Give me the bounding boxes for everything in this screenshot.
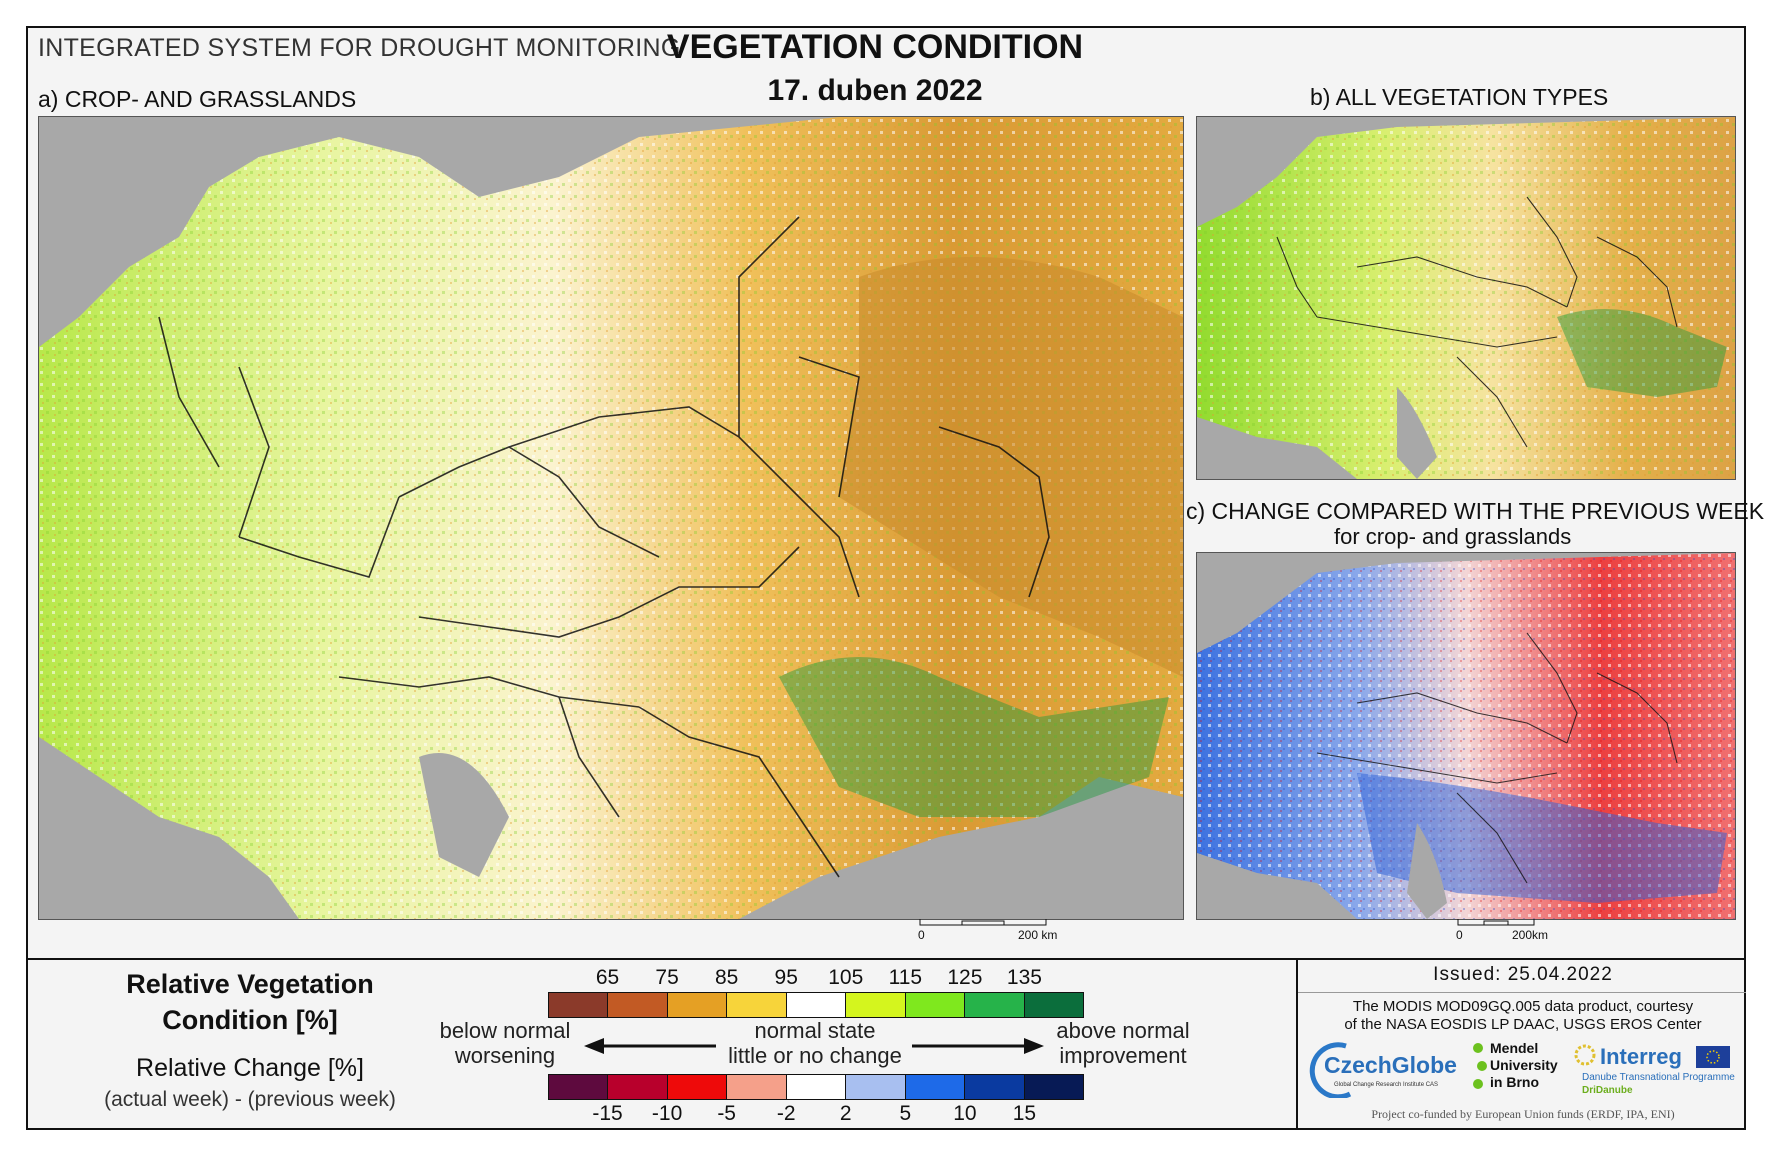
mendel-logo: Mendel University in Brno (1470, 1040, 1570, 1100)
legend-right-text: above normal improvement (1048, 1018, 1198, 1068)
info-separator (1298, 992, 1746, 993)
change-swatch (846, 1075, 906, 1099)
czechglobe-text: CzechGlobe (1324, 1052, 1457, 1078)
change-tick-label: -2 (776, 1102, 796, 1125)
rvc-title-line1: Relative Vegetation (126, 969, 374, 999)
change-tick-label: -5 (717, 1102, 736, 1125)
change-swatch (667, 1075, 728, 1099)
left-arrow-icon (584, 1038, 716, 1054)
interreg-star-icon (1574, 1044, 1596, 1066)
scalebar-a-end: 200 km (1018, 928, 1058, 942)
main-title: VEGETATION CONDITION (666, 28, 1084, 66)
map-weekly-change (1196, 552, 1736, 920)
panel-b-label: b) ALL VEGETATION TYPES (1310, 84, 1609, 110)
dridanube-text: DriDanube (1582, 1085, 1633, 1096)
map-a-svg (39, 117, 1183, 919)
mendel-text: Mendel University in Brno (1490, 1040, 1558, 1091)
map-b-svg (1197, 117, 1735, 479)
condition-tick-label: 65 (595, 966, 620, 989)
czechglobe-logo: CzechGlobe Global Change Research Instit… (1306, 1040, 1464, 1098)
map-all-vegetation (1196, 116, 1736, 480)
condition-tick-label: 75 (655, 966, 679, 989)
data-credit: The MODIS MOD09GQ.005 data product, cour… (1300, 998, 1746, 1034)
mendel-line-2: University (1490, 1057, 1558, 1073)
condition-tick-label: 135 (1006, 966, 1042, 989)
condition-swatch (1024, 993, 1083, 1017)
change-swatch (905, 1075, 966, 1099)
change-subtitle: (actual week) - (previous week) (104, 1088, 396, 1111)
legend-divider (1296, 958, 1298, 1130)
funding-note: Project co-funded by European Union fund… (1371, 1107, 1675, 1121)
legend-normal-state: normal state (754, 1018, 876, 1043)
scalebar-a-zero: 0 (918, 928, 925, 942)
change-swatch (727, 1075, 787, 1099)
rvc-title-line2: Condition [%] (162, 1005, 338, 1035)
interreg-text: Interreg (1600, 1044, 1682, 1069)
change-tick-label: 10 (953, 1102, 977, 1125)
change-title: Relative Change [%] (136, 1054, 364, 1082)
panel-c-label: c) CHANGE COMPARED WITH THE PREVIOUS WEE… (1186, 498, 1765, 524)
scalebar-b: 0 200km (1456, 918, 1548, 942)
condition-swatch (786, 993, 847, 1017)
condition-swatch (549, 993, 609, 1017)
change-tick-label: -10 (651, 1102, 683, 1125)
interreg-logo: Interreg Danube Transnational Programme … (1572, 1040, 1742, 1104)
scalebar-b-graphic (1457, 919, 1535, 926)
legend-worsening: worsening (454, 1043, 556, 1068)
mendel-line-3: in Brno (1490, 1074, 1539, 1090)
change-swatch (965, 1075, 1025, 1099)
map-c-svg (1197, 553, 1735, 919)
legend-improvement: improvement (1059, 1043, 1187, 1068)
condition-swatch (905, 993, 966, 1017)
condition-tick-label: 105 (828, 966, 864, 989)
legend-center-text: normal state little or no change (720, 1018, 910, 1068)
condition-swatch (727, 993, 787, 1017)
scalebar-b-end: 200km (1512, 928, 1549, 942)
interreg-subtext: Danube Transnational Programme (1582, 1072, 1735, 1083)
legend-below-normal: below normal (439, 1018, 571, 1043)
credit-line-2: of the NASA EOSDIS LP DAAC, USGS EROS Ce… (1344, 1016, 1702, 1033)
panel-a-label: a) CROP- AND GRASSLANDS (38, 86, 357, 112)
scalebar-b-zero: 0 (1456, 928, 1463, 942)
condition-tick-label: 85 (714, 966, 739, 989)
condition-swatch (965, 993, 1025, 1017)
legend-panel (26, 958, 1746, 1130)
change-tick-label: 2 (839, 1102, 852, 1125)
change-colorbar (548, 1074, 1084, 1100)
legend-left-text: below normal worsening (430, 1018, 580, 1068)
condition-swatch (846, 993, 906, 1017)
rvc-title: Relative Vegetation Condition [%] (80, 966, 420, 1038)
change-swatch (1024, 1075, 1083, 1099)
panel-c-sublabel: for crop- and grasslands (1334, 524, 1572, 549)
condition-colorbar (548, 992, 1084, 1018)
mendel-line-1: Mendel (1490, 1040, 1539, 1056)
eu-flag-icon (1696, 1046, 1730, 1068)
map-crop-grasslands (38, 116, 1184, 920)
change-swatch (608, 1075, 668, 1099)
condition-tick-label: 95 (774, 966, 798, 989)
condition-swatch (667, 993, 728, 1017)
legend-little-change: little or no change (728, 1043, 902, 1068)
czechglobe-arc-icon (1309, 1042, 1352, 1098)
change-swatch (786, 1075, 847, 1099)
condition-tick-label: 115 (888, 966, 923, 989)
mendel-dots-icon (1473, 1043, 1487, 1089)
change-tick-label: -15 (592, 1102, 623, 1125)
system-title: INTEGRATED SYSTEM FOR DROUGHT MONITORING (38, 34, 681, 62)
condition-tick-label: 125 (947, 966, 983, 989)
legend-above-normal: above normal (1056, 1018, 1190, 1043)
czechglobe-subtext: Global Change Research Institute CAS (1334, 1082, 1439, 1088)
credit-line-1: The MODIS MOD09GQ.005 data product, cour… (1352, 998, 1694, 1015)
change-tick-label: 5 (899, 1102, 912, 1125)
scalebar-a: 0 200 km (918, 918, 1057, 942)
condition-swatch (608, 993, 668, 1017)
change-swatch (549, 1075, 609, 1099)
scalebar-a-graphic (919, 919, 1047, 926)
map-date: 17. duben 2022 (767, 74, 983, 107)
change-tick-label: 15 (1012, 1102, 1037, 1125)
issued-date: Issued: 25.04.2022 (1433, 964, 1613, 985)
right-arrow-icon (912, 1038, 1044, 1054)
